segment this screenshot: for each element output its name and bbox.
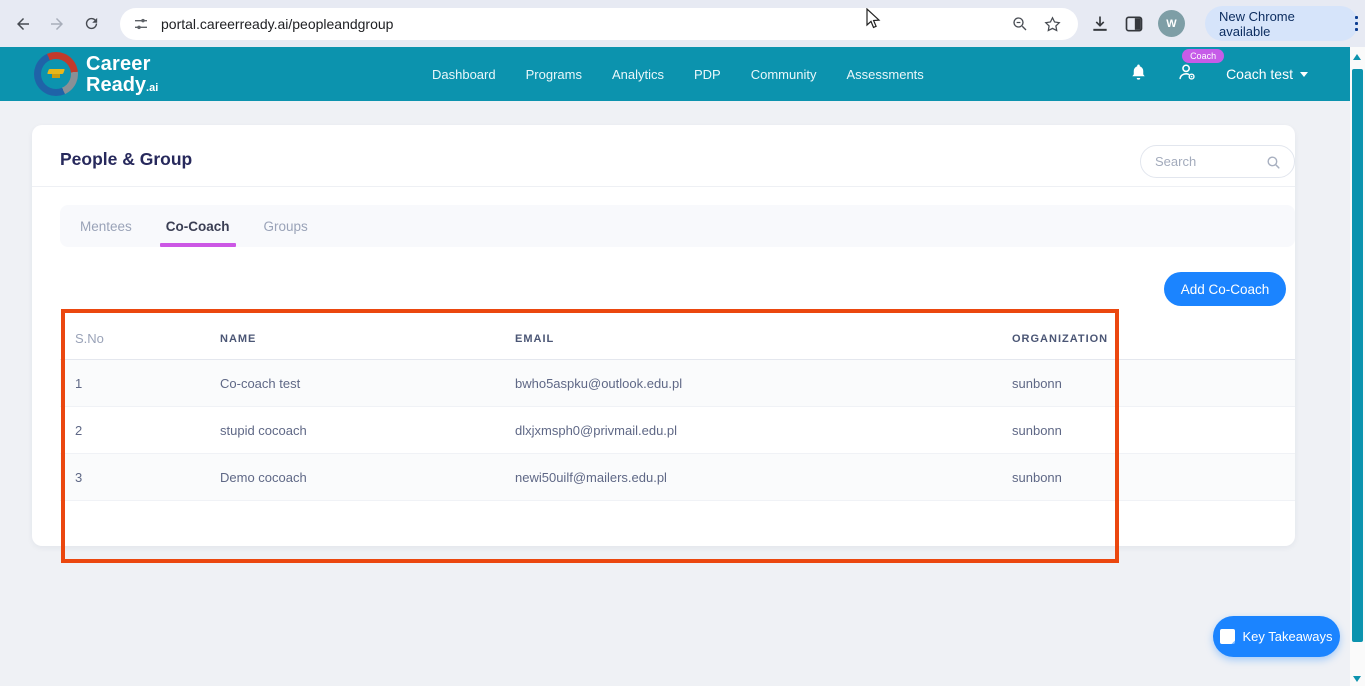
cell-email: dlxjxmsph0@privmail.edu.pl — [515, 422, 678, 438]
tab-bar: Mentees Co-Coach Groups — [60, 205, 1295, 247]
column-header-sno: S.No — [75, 331, 104, 346]
new-chrome-available-button[interactable]: New Chrome available — [1205, 6, 1358, 41]
browser-back-button[interactable] — [6, 7, 40, 41]
browser-forward-button[interactable] — [40, 7, 74, 41]
back-arrow-icon — [17, 17, 29, 30]
search-box[interactable] — [1140, 145, 1295, 178]
browser-toolbar: portal.careerready.ai/peopleandgroup W N… — [0, 0, 1365, 47]
column-header-name: NAME — [220, 332, 257, 345]
zoom-icon[interactable] — [1011, 15, 1029, 33]
brand-text: Career Ready.ai — [86, 54, 158, 95]
logo-ring-icon — [34, 52, 78, 96]
profile-avatar[interactable]: W — [1158, 10, 1185, 37]
cell-name: stupid cocoach — [220, 422, 307, 438]
key-takeaways-button[interactable]: Key Takeaways — [1213, 616, 1340, 657]
cell-organization: sunbonn — [1012, 422, 1062, 438]
side-panel-icon[interactable] — [1124, 14, 1144, 34]
cell-sno: 1 — [75, 375, 83, 391]
cell-organization: sunbonn — [1012, 375, 1062, 391]
reload-icon — [85, 17, 97, 30]
people-group-card: People & Group Mentees Co-Coach Groups A… — [32, 125, 1295, 546]
brand-line2: Ready.ai — [86, 75, 158, 95]
tab-co-coach[interactable]: Co-Coach — [159, 205, 236, 247]
browser-menu-icon[interactable] — [1355, 16, 1358, 31]
table-row[interactable]: 3 Demo cocoach newi50uilf@mailers.edu.pl… — [60, 454, 1295, 501]
nav-analytics[interactable]: Analytics — [611, 66, 664, 82]
brand-suffix: .ai — [146, 81, 159, 94]
cell-email: newi50uilf@mailers.edu.pl — [515, 469, 667, 485]
co-coach-table: S.No NAME EMAIL ORGANIZATION 1 Co-coach … — [60, 318, 1295, 501]
graduation-cap-icon — [48, 69, 64, 79]
brand-line1: Career — [86, 52, 151, 75]
nav-programs[interactable]: Programs — [525, 66, 582, 82]
url-text[interactable]: portal.careerready.ai/peopleandgroup — [161, 16, 394, 32]
chevron-down-icon — [1300, 71, 1308, 77]
scrollbar-down-arrow-icon[interactable] — [1353, 676, 1361, 682]
note-icon — [1220, 629, 1236, 644]
cell-organization: sunbonn — [1012, 469, 1062, 485]
cell-sno: 3 — [75, 469, 83, 485]
new-chrome-label: New Chrome available — [1219, 8, 1295, 39]
bookmark-star-icon[interactable] — [1043, 15, 1062, 34]
tab-groups[interactable]: Groups — [263, 218, 308, 234]
browser-reload-button[interactable] — [74, 7, 108, 41]
brand-ready: Ready — [86, 73, 147, 96]
cell-email: bwho5aspku@outlook.edu.pl — [515, 375, 683, 391]
cell-name: Demo cocoach — [220, 469, 307, 485]
search-icon[interactable] — [1265, 154, 1282, 171]
table-header-row: S.No NAME EMAIL ORGANIZATION — [60, 318, 1295, 360]
column-header-organization: ORGANIZATION — [1012, 332, 1109, 345]
address-bar[interactable]: portal.careerready.ai/peopleandgroup — [120, 8, 1078, 40]
page-title: People & Group — [60, 149, 193, 169]
table-row[interactable]: 1 Co-coach test bwho5aspku@outlook.edu.p… — [60, 360, 1295, 407]
cell-sno: 2 — [75, 422, 83, 438]
forward-arrow-icon — [51, 17, 63, 30]
careerready-logo[interactable]: Career Ready.ai — [34, 52, 158, 96]
nav-pdp[interactable]: PDP — [694, 66, 721, 82]
nav-dashboard[interactable]: Dashboard — [432, 66, 496, 82]
coach-role-badge: Coach — [1182, 48, 1225, 63]
divider — [32, 186, 1295, 187]
user-name-label: Coach test — [1226, 66, 1293, 82]
scrollbar-thumb[interactable] — [1352, 69, 1363, 642]
table-row[interactable]: 2 stupid cocoach dlxjxmsph0@privmail.edu… — [60, 407, 1295, 454]
app-header: Career Ready.ai Dashboard Programs Analy… — [0, 47, 1350, 101]
tab-mentees[interactable]: Mentees — [80, 218, 132, 234]
nav-community[interactable]: Community — [750, 66, 817, 82]
nav-assessments[interactable]: Assessments — [846, 66, 924, 82]
site-settings-icon[interactable] — [133, 16, 149, 32]
page-scrollbar[interactable] — [1350, 47, 1365, 686]
scrollbar-up-arrow-icon[interactable] — [1353, 54, 1361, 60]
main-nav: Dashboard Programs Analytics PDP Communi… — [432, 47, 924, 101]
column-header-email: EMAIL — [515, 332, 555, 345]
notifications-bell-icon[interactable] — [1129, 62, 1148, 87]
user-settings-icon[interactable]: Coach — [1176, 48, 1225, 88]
user-menu[interactable]: Coach test — [1226, 66, 1308, 82]
search-input[interactable] — [1155, 154, 1255, 169]
add-co-coach-button[interactable]: Add Co-Coach — [1164, 272, 1286, 306]
downloads-icon[interactable] — [1090, 14, 1110, 34]
key-takeaways-label: Key Takeaways — [1242, 629, 1333, 644]
cell-name: Co-coach test — [220, 375, 301, 391]
